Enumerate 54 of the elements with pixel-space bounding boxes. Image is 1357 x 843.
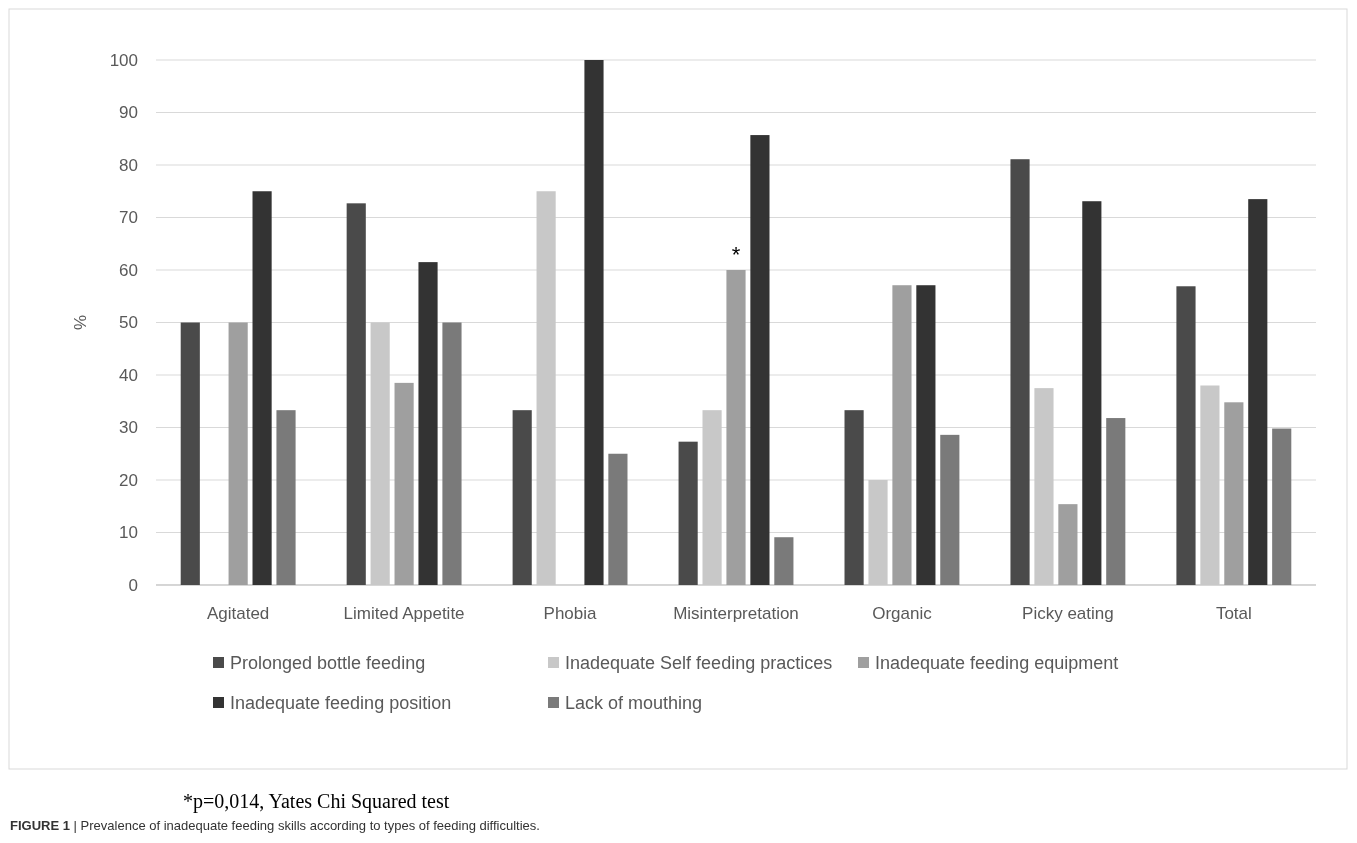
y-tick-label: 10 [119,523,138,543]
y-tick-label: 80 [119,155,138,175]
bar [276,410,296,585]
x-tick-label: Limited Appetite [343,604,465,623]
bar [678,441,698,585]
bar [1106,418,1126,585]
bar [1082,201,1102,585]
x-tick-label: Misinterpretation [673,604,799,623]
bar [892,285,912,585]
bar [750,135,770,585]
bar [442,322,462,585]
bar [346,203,366,585]
y-tick-label: 30 [119,418,138,438]
bar [394,382,414,585]
bar [180,322,200,585]
legend-label: Lack of mouthing [565,693,703,714]
text: FIGURE 1 | Prevalence of inadequate feeding skills according to types of feeding difficulties. [10,818,540,833]
bar [726,270,746,585]
y-tick-label: 0 [128,575,138,595]
bar [940,434,960,585]
x-tick-label: Agitated [206,604,270,623]
text: *p=0,014, Yates Chi Squared test [183,789,450,813]
bar [1058,504,1078,585]
bar [1248,199,1268,585]
y-tick-label: 20 [119,470,138,490]
bar [608,453,628,585]
y-tick-label: 70 [119,208,138,228]
bar [916,285,936,585]
y-tick-label: 50 [119,313,138,333]
y-axis-title: % [71,314,90,331]
y-tick-label: 60 [119,260,138,280]
legend-label: Inadequate feeding position [230,693,452,714]
bar [418,262,438,585]
bar [1176,286,1196,585]
y-tick-label: 90 [119,103,138,123]
bar [1224,402,1244,585]
y-tick-label: 40 [119,365,138,385]
bar [1010,159,1030,585]
bar [512,410,532,585]
legend-label: Prolonged bottle feeding [230,653,426,674]
bar [844,410,864,585]
x-tick-label: Phobia [543,604,598,623]
bar [584,60,604,585]
bar [774,537,794,585]
y-tick-label: 100 [109,50,138,70]
x-tick-label: Total [1215,604,1252,623]
annotation: * [731,242,741,267]
bar [228,322,248,585]
legend-label: Inadequate Self feeding practices [565,653,833,674]
bar [252,191,272,585]
x-tick-label: Organic [872,604,933,623]
legend-label: Inadequate feeding equipment [875,653,1119,674]
bar [1272,428,1292,585]
x-tick-label: Picky eating [1022,604,1114,623]
